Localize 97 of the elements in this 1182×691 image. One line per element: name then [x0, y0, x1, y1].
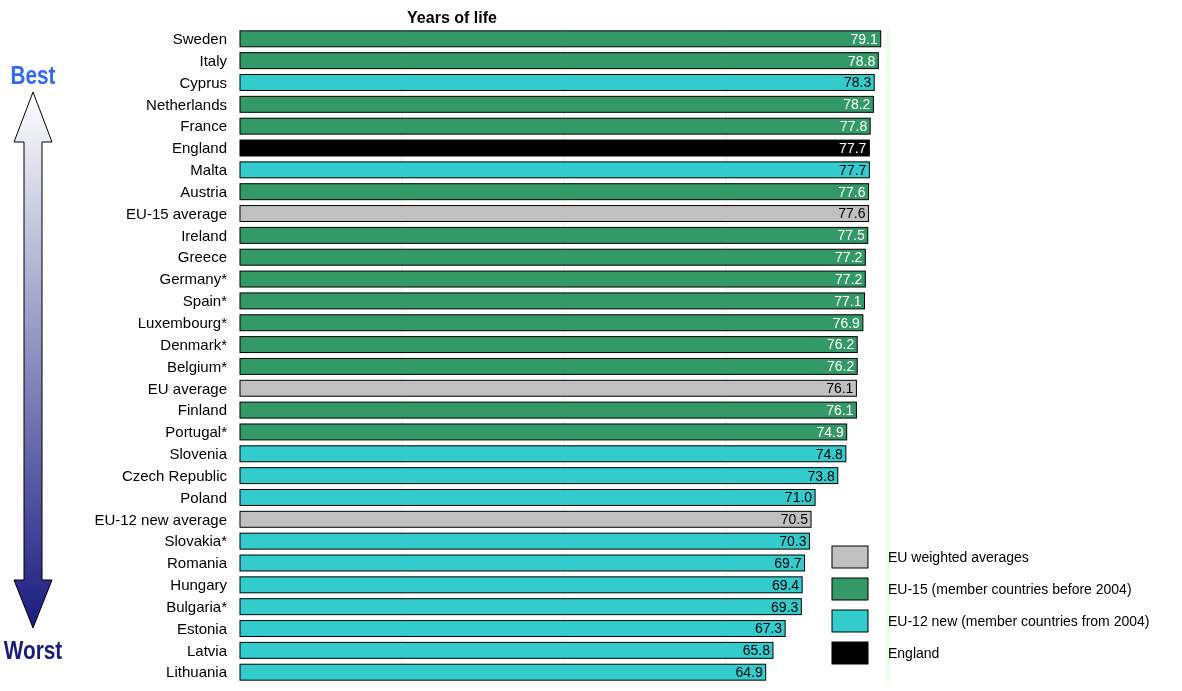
legend-label: England — [888, 644, 940, 661]
bar — [239, 510, 812, 528]
bar — [239, 663, 767, 681]
data-label: 73.8 — [807, 467, 835, 484]
bar — [239, 292, 866, 310]
bar — [239, 401, 857, 419]
bar — [239, 379, 857, 397]
y-tick-label: Belgium* — [166, 357, 228, 375]
legend-label: EU-12 new (member countries from 2004) — [888, 612, 1150, 629]
y-tick-label: Hungary — [170, 576, 228, 594]
bar — [239, 183, 870, 201]
legend-label: EU weighted averages — [888, 548, 1029, 565]
y-tick-label: EU-15 average — [126, 204, 227, 222]
text: Worst — [3, 635, 63, 665]
bar — [239, 95, 874, 113]
y-tick-label: England — [171, 139, 227, 157]
bar — [239, 226, 869, 244]
bar — [239, 598, 802, 616]
data-label: 76.1 — [826, 380, 854, 397]
bar — [239, 270, 866, 288]
bar — [239, 139, 870, 157]
data-label: 76.9 — [832, 314, 861, 331]
y-tick-label: Slovenia — [169, 445, 228, 463]
bar — [239, 52, 879, 70]
y-tick-label: EU-12 new average — [94, 510, 227, 528]
bar — [239, 467, 839, 485]
y-tick-label: Italy — [199, 51, 228, 69]
data-label: 65.8 — [742, 642, 771, 659]
y-tick-label: Cyprus — [179, 73, 227, 91]
bar — [239, 423, 848, 441]
data-label: 77.5 — [837, 227, 865, 244]
data-label: 67.3 — [754, 620, 783, 637]
y-tick-label: Estonia — [176, 619, 228, 637]
bar — [239, 532, 810, 550]
data-label: 69.3 — [771, 598, 799, 615]
y-tick-label: Malta — [190, 161, 228, 179]
data-label: 77.7 — [839, 161, 867, 178]
y-tick-label: Portugal* — [165, 423, 228, 441]
bar — [239, 445, 847, 463]
bar — [239, 30, 882, 48]
bar — [239, 117, 871, 135]
y-tick-label: Germany* — [159, 270, 228, 288]
y-tick-label: Finland — [177, 401, 227, 419]
data-label: 77.8 — [839, 118, 868, 135]
data-label: 78.8 — [848, 52, 876, 69]
y-tick-label: Netherlands — [146, 95, 227, 113]
y-tick-label: Lithuania — [166, 663, 228, 681]
data-label: 64.9 — [735, 664, 763, 681]
data-label: 77.6 — [838, 183, 866, 200]
data-label: 70.5 — [780, 511, 809, 528]
bar — [239, 488, 816, 506]
y-tick-label: Poland — [180, 488, 227, 506]
data-label: 69.4 — [771, 576, 800, 593]
y-tick-label: Ireland — [181, 226, 227, 244]
bar — [239, 314, 864, 332]
y-tick-label: Czech Republic — [121, 466, 228, 484]
data-label: 76.2 — [826, 358, 855, 375]
data-label: 78.3 — [843, 74, 872, 91]
bar — [239, 357, 858, 375]
data-label: 77.2 — [835, 249, 863, 266]
y-tick-label: France — [180, 117, 227, 135]
data-label: 74.9 — [816, 423, 844, 440]
legend-label: EU-15 (member countries before 2004) — [888, 580, 1132, 597]
chart-title: Years of life — [407, 9, 498, 26]
y-tick-label: Austria — [180, 182, 228, 200]
data-label: 69.7 — [774, 554, 802, 571]
data-label: 77.2 — [835, 270, 863, 287]
data-label: 78.2 — [843, 96, 871, 113]
bar — [239, 74, 875, 91]
y-tick-label: Sweden — [172, 30, 227, 48]
bar — [239, 641, 774, 659]
data-label: 77.1 — [834, 292, 862, 309]
y-tick-label: Luxembourg* — [137, 313, 228, 331]
bar — [239, 576, 803, 594]
text: Best — [10, 60, 56, 90]
y-tick-label: Romania — [166, 554, 228, 572]
bar — [239, 248, 866, 266]
y-tick-label: Bulgaria* — [166, 597, 228, 615]
y-tick-label: Spain* — [182, 292, 228, 310]
data-label: 77.7 — [839, 139, 867, 156]
data-label: 76.2 — [826, 336, 855, 353]
data-label: 74.8 — [815, 445, 844, 462]
y-tick-label: Denmark* — [160, 335, 228, 353]
data-label: 77.6 — [838, 205, 866, 222]
y-tick-label: Slovakia* — [164, 532, 228, 550]
y-tick-label: EU average — [147, 379, 227, 397]
bar — [239, 336, 858, 354]
y-tick-label: Latvia — [186, 641, 228, 659]
bar — [239, 161, 870, 179]
bar — [239, 205, 870, 223]
data-label: 70.3 — [779, 533, 807, 550]
data-label: 71.0 — [784, 489, 813, 506]
data-label: 76.1 — [826, 402, 854, 418]
bar — [239, 554, 806, 572]
y-tick-label: Greece — [177, 248, 227, 266]
bar — [239, 620, 786, 637]
data-label: 79.1 — [850, 30, 878, 47]
